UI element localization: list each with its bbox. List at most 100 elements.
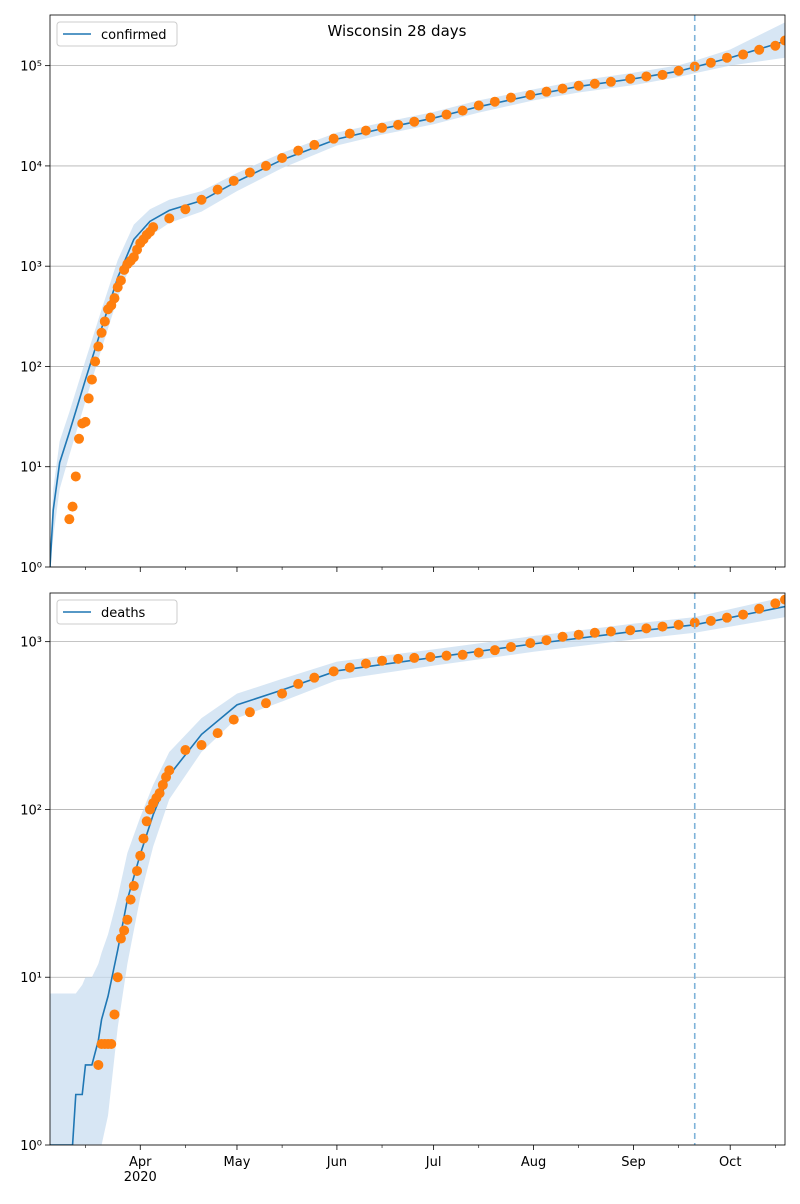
data-point (505, 641, 516, 652)
data-point (657, 621, 668, 632)
data-point (115, 275, 126, 286)
data-point (64, 514, 75, 525)
data-point (196, 740, 207, 751)
data-point (128, 252, 139, 263)
data-point (96, 327, 107, 338)
y-tick-label: 10⁰ (20, 561, 42, 576)
data-point (67, 501, 78, 512)
data-point (132, 865, 143, 876)
axes-frame (49, 14, 786, 568)
data-point (377, 655, 388, 666)
data-point (673, 65, 684, 76)
data-point (70, 471, 81, 482)
data-point (641, 71, 652, 82)
data-point (83, 393, 94, 404)
legend-label: deaths (101, 606, 146, 621)
data-point (754, 44, 765, 55)
y-tick-label: 10³ (20, 636, 42, 651)
data-point (605, 76, 616, 87)
data-point (457, 105, 468, 116)
data-point (425, 652, 436, 663)
data-point (705, 57, 716, 68)
data-point (90, 356, 101, 367)
data-point (309, 672, 320, 683)
data-point (99, 316, 110, 327)
legend-label: confirmed (101, 28, 167, 43)
data-point (344, 662, 355, 673)
fit-line (50, 40, 785, 567)
data-point (441, 109, 452, 120)
data-point (489, 96, 500, 107)
data-point (228, 714, 239, 725)
data-point (360, 125, 371, 136)
data-point (770, 598, 781, 609)
data-point (260, 160, 271, 171)
data-point (112, 972, 123, 983)
axes-frame (49, 592, 786, 1146)
data-point (409, 652, 420, 663)
y-tick-label: 10² (20, 360, 42, 375)
data-point (377, 122, 388, 133)
data-point (425, 112, 436, 123)
data-point (780, 35, 785, 46)
data-point (138, 833, 149, 844)
data-point (489, 645, 500, 656)
data-point (164, 765, 175, 776)
y-tick-label: 10⁵ (20, 60, 42, 75)
data-point (557, 83, 568, 94)
data-point (525, 638, 536, 649)
data-point (93, 1059, 104, 1070)
y-tick-label: 10⁰ (20, 1139, 42, 1154)
data-point (641, 623, 652, 634)
data-point (344, 128, 355, 139)
y-tick-label: 10² (20, 803, 42, 818)
data-point (721, 612, 732, 623)
y-tick-label: 10³ (20, 260, 42, 275)
data-point (589, 627, 600, 638)
data-point (657, 69, 668, 80)
data-point (721, 52, 732, 63)
data-point (244, 167, 255, 178)
data-point (393, 119, 404, 130)
data-point (705, 615, 716, 626)
data-point (125, 894, 136, 905)
data-point (228, 175, 239, 186)
data-point (293, 145, 304, 156)
data-point (689, 617, 700, 628)
data-point (106, 1038, 117, 1049)
data-point (86, 374, 97, 385)
chart-title: Wisconsin 28 days (328, 22, 467, 40)
data-point (328, 666, 339, 677)
data-point (212, 728, 223, 739)
plot-area (50, 22, 785, 567)
data-point (605, 626, 616, 637)
legend-box (56, 599, 178, 625)
data-point (93, 341, 104, 352)
x-tick-label: Aug (521, 1155, 546, 1170)
data-point (164, 213, 175, 224)
data-point (260, 698, 271, 709)
y-tick-label: 10⁴ (20, 160, 42, 175)
x-tick-label: Jul (425, 1155, 442, 1170)
data-point (473, 647, 484, 658)
data-point (525, 89, 536, 100)
data-point (573, 80, 584, 91)
plot-area (50, 594, 785, 1145)
data-point (212, 184, 223, 195)
data-point (573, 629, 584, 640)
x-tick-label: Apr 2020 (124, 1155, 157, 1185)
data-point (180, 745, 191, 756)
data-point (473, 100, 484, 111)
data-point (119, 925, 130, 936)
data-point (409, 116, 420, 127)
y-tick-label: 10¹ (20, 461, 42, 476)
data-point (505, 92, 516, 103)
legend-box (56, 21, 178, 47)
x-tick-label: Oct (719, 1155, 741, 1170)
data-point (122, 914, 133, 925)
data-point (115, 933, 126, 944)
data-point (738, 609, 749, 620)
data-point (673, 619, 684, 630)
data-point (109, 293, 120, 304)
data-point (754, 603, 765, 614)
